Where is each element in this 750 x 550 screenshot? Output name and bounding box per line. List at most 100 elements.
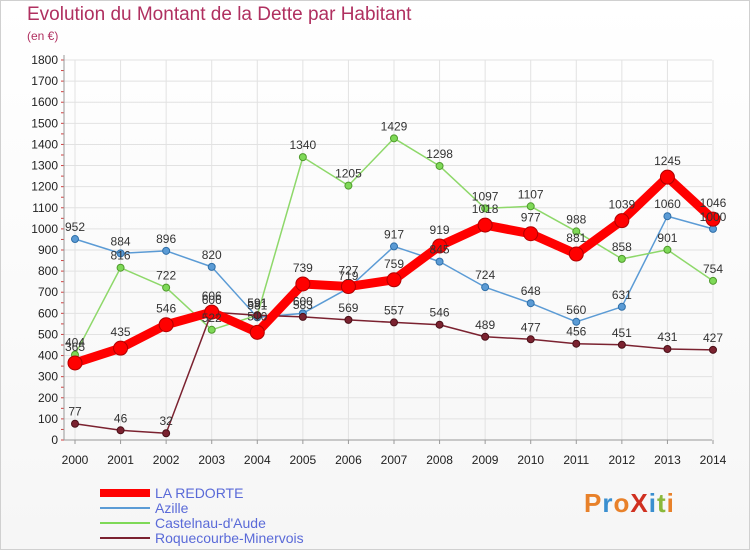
data-label-s1: 845 bbox=[430, 243, 450, 257]
data-point-s0 bbox=[204, 304, 220, 320]
data-label-s3: 32 bbox=[159, 414, 173, 428]
data-point-s3 bbox=[162, 429, 171, 438]
data-label-s3: 451 bbox=[612, 326, 632, 340]
logo-letter: i bbox=[666, 488, 675, 518]
data-point-s2 bbox=[663, 245, 672, 254]
logo-letter: P bbox=[584, 488, 603, 518]
data-label-s2: 1097 bbox=[472, 189, 499, 203]
data-label-s1: 884 bbox=[111, 234, 131, 248]
y-tick-label: 1500 bbox=[31, 116, 58, 130]
data-point-s0 bbox=[158, 317, 174, 333]
data-point-s1 bbox=[572, 317, 581, 326]
data-label-s2: 404 bbox=[65, 336, 85, 350]
data-label-s0: 1039 bbox=[609, 198, 636, 212]
x-tick-label: 2013 bbox=[654, 453, 681, 467]
y-tick-label: 1600 bbox=[31, 95, 58, 109]
legend-swatch bbox=[100, 537, 150, 539]
data-point-s2 bbox=[526, 202, 535, 211]
data-label-s2: 988 bbox=[566, 212, 586, 226]
data-point-s0 bbox=[432, 238, 448, 254]
data-label-s2: 1107 bbox=[518, 187, 544, 201]
data-point-s2 bbox=[207, 325, 216, 334]
logo-letter: r bbox=[602, 488, 614, 518]
y-tick-label: 600 bbox=[38, 306, 58, 320]
logo-letter: X bbox=[630, 488, 649, 518]
data-point-s3 bbox=[709, 345, 717, 354]
data-label-s0: 606 bbox=[202, 289, 222, 303]
x-tick-label: 2004 bbox=[244, 453, 271, 467]
logo-letter: o bbox=[613, 488, 631, 518]
data-point-s2 bbox=[617, 254, 626, 263]
data-label-s0: 727 bbox=[338, 264, 358, 278]
data-point-s2 bbox=[116, 263, 125, 272]
data-label-s2: 1205 bbox=[335, 167, 362, 181]
data-label-s3: 46 bbox=[114, 411, 128, 425]
y-axis: 0 100 200 300 400 500 600 700 800 900 1000 1100 1200… bbox=[31, 53, 65, 447]
y-tick-label: 1000 bbox=[31, 222, 58, 236]
data-point-s2 bbox=[162, 283, 171, 292]
data-label-s2: 1429 bbox=[381, 119, 408, 133]
y-tick-label: 1200 bbox=[31, 180, 58, 194]
data-point-s0 bbox=[614, 213, 630, 229]
x-tick-label: 2002 bbox=[153, 453, 180, 467]
data-label-s0: 881 bbox=[566, 231, 586, 245]
data-point-s1 bbox=[390, 242, 398, 251]
data-point-s1 bbox=[617, 302, 626, 311]
data-label-s2: 1298 bbox=[426, 147, 453, 161]
data-point-s2 bbox=[572, 227, 581, 236]
data-label-s1: 631 bbox=[612, 288, 632, 302]
data-point-s0 bbox=[67, 355, 83, 371]
data-point-s0 bbox=[523, 226, 539, 242]
data-point-s0 bbox=[113, 340, 129, 356]
data-label-s1: 917 bbox=[384, 227, 404, 241]
y-tick-label: 700 bbox=[38, 285, 58, 299]
data-label-s0: 1046 bbox=[700, 196, 727, 210]
data-label-s0: 510 bbox=[247, 309, 267, 323]
data-point-s1 bbox=[663, 212, 672, 221]
y-tick-label: 900 bbox=[38, 243, 58, 257]
x-tick-label: 2011 bbox=[563, 453, 589, 467]
data-label-s2: 858 bbox=[612, 240, 632, 254]
data-point-s2 bbox=[298, 153, 307, 162]
data-point-s2 bbox=[709, 276, 717, 285]
data-label-s2: 722 bbox=[156, 269, 176, 283]
data-point-s1 bbox=[481, 283, 490, 292]
data-point-s0 bbox=[340, 279, 356, 295]
data-label-s2: 901 bbox=[657, 231, 677, 245]
legend-swatch bbox=[100, 489, 150, 497]
data-point-s3 bbox=[116, 426, 125, 435]
y-tick-label: 800 bbox=[38, 264, 58, 278]
data-label-s1: 896 bbox=[156, 232, 176, 246]
data-point-s1 bbox=[116, 249, 125, 258]
legend-label: Azille bbox=[155, 500, 189, 516]
data-point-s1 bbox=[162, 246, 171, 255]
data-point-s1 bbox=[207, 262, 216, 271]
data-point-s3 bbox=[481, 332, 490, 341]
data-label-s1: 952 bbox=[65, 220, 85, 234]
data-point-s1 bbox=[435, 257, 444, 266]
data-label-s3: 591 bbox=[247, 296, 267, 310]
y-tick-label: 1100 bbox=[32, 201, 58, 215]
data-point-s3 bbox=[617, 340, 626, 349]
data-point-s3 bbox=[390, 318, 398, 327]
x-tick-label: 2010 bbox=[517, 453, 544, 467]
data-point-s2 bbox=[344, 181, 353, 190]
y-tick-label: 0 bbox=[51, 433, 58, 447]
data-label-s0: 1245 bbox=[654, 154, 681, 168]
data-label-s1: 724 bbox=[475, 268, 495, 282]
data-label-s3: 583 bbox=[293, 298, 313, 312]
y-tick-label: 400 bbox=[38, 349, 58, 363]
data-label-s3: 489 bbox=[475, 318, 495, 332]
data-points bbox=[67, 134, 721, 438]
data-label-s3: 477 bbox=[521, 320, 541, 334]
data-point-s0 bbox=[477, 217, 493, 233]
data-label-s1: 560 bbox=[566, 303, 586, 317]
y-tick-label: 1400 bbox=[31, 137, 58, 151]
data-label-s0: 919 bbox=[430, 223, 450, 237]
chart-subtitle: (en €) bbox=[27, 29, 59, 43]
data-label-s0: 546 bbox=[156, 302, 176, 316]
data-point-s3 bbox=[71, 419, 79, 428]
x-tick-label: 2014 bbox=[700, 453, 727, 467]
x-tick-label: 2006 bbox=[335, 453, 362, 467]
data-label-s1: 820 bbox=[202, 248, 222, 262]
